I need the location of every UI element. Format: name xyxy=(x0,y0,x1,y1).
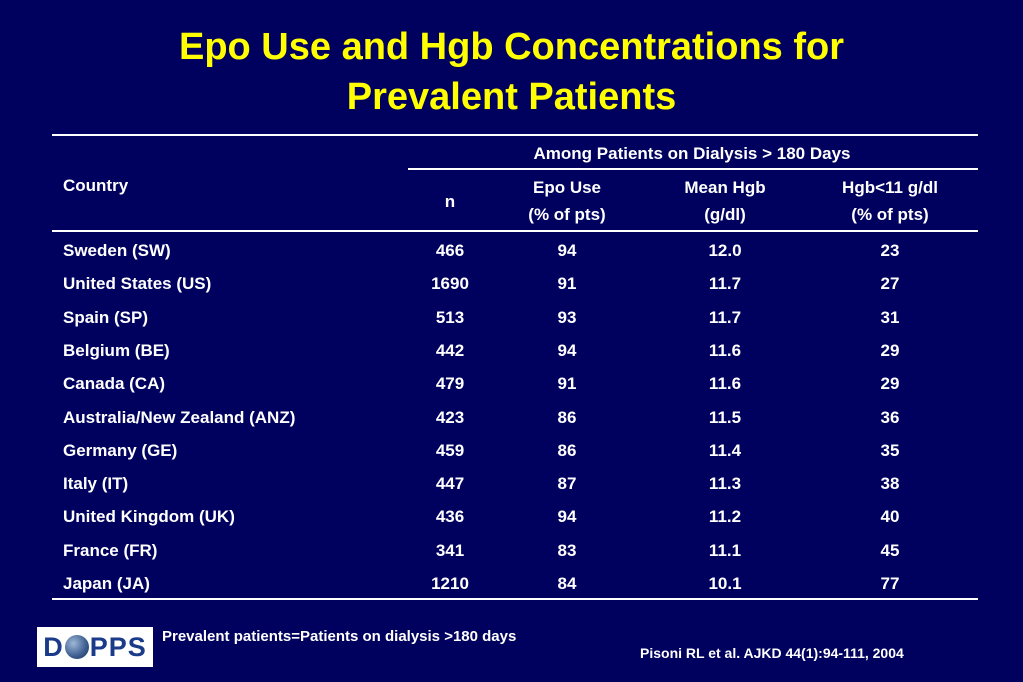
cell-hgb-below-11: 27 xyxy=(880,274,900,293)
cell-n: 442 xyxy=(435,341,465,360)
cell-hgb-below-11: 45 xyxy=(880,541,900,560)
title-line-1: Epo Use and Hgb Concentrations for xyxy=(178,26,845,68)
header-low-line1: Hgb<11 g/dl xyxy=(842,178,938,197)
cell-hgb-below-11: 29 xyxy=(880,374,900,393)
cell-country: Spain (SP) xyxy=(63,308,149,327)
cell-hgb-below-11: 35 xyxy=(880,441,900,460)
cell-epo-use: 94 xyxy=(557,241,577,260)
logo-text-right: PPS xyxy=(89,631,147,662)
globe-icon xyxy=(64,635,89,659)
header-n: n xyxy=(444,192,456,211)
cell-epo-use: 86 xyxy=(557,408,577,427)
cell-country: Canada (CA) xyxy=(63,374,166,393)
logo-text-left: D xyxy=(43,631,64,662)
cell-n: 479 xyxy=(435,374,465,393)
cell-n: 459 xyxy=(435,441,465,460)
cell-hgb-below-11: 31 xyxy=(880,308,900,327)
cell-mean-hgb: 11.6 xyxy=(708,341,742,360)
cell-country: France (FR) xyxy=(63,541,158,560)
cell-hgb-below-11: 23 xyxy=(880,241,900,260)
cell-country: Sweden (SW) xyxy=(63,241,171,260)
cell-epo-use: 93 xyxy=(557,308,577,327)
cell-epo-use: 94 xyxy=(557,507,577,526)
cell-n: 513 xyxy=(435,308,465,327)
header-epo-line2: (% of pts) xyxy=(528,205,606,224)
cell-mean-hgb: 11.4 xyxy=(708,441,742,460)
cell-mean-hgb: 11.2 xyxy=(708,507,742,526)
table-top-rule xyxy=(52,134,978,136)
dopps-logo: D PPS xyxy=(37,627,153,667)
cell-country: United Kingdom (UK) xyxy=(63,507,235,526)
cell-epo-use: 86 xyxy=(557,441,577,460)
cell-mean-hgb: 11.1 xyxy=(708,541,742,560)
cell-epo-use: 84 xyxy=(557,574,577,593)
cell-mean-hgb: 12.0 xyxy=(708,241,742,260)
cell-country: Belgium (BE) xyxy=(63,341,170,360)
cell-n: 436 xyxy=(435,507,465,526)
header-hgb-line1: Mean Hgb xyxy=(684,178,766,197)
cell-epo-use: 83 xyxy=(557,541,577,560)
cell-epo-use: 91 xyxy=(557,374,577,393)
cell-mean-hgb: 11.6 xyxy=(708,374,742,393)
cell-epo-use: 91 xyxy=(557,274,577,293)
group-header-rule xyxy=(408,168,978,170)
cell-country: United States (US) xyxy=(63,274,212,293)
cell-mean-hgb: 11.7 xyxy=(708,308,742,327)
cell-country: Italy (IT) xyxy=(63,474,129,493)
table-bottom-rule xyxy=(52,598,978,600)
cell-hgb-below-11: 29 xyxy=(880,341,900,360)
cell-country: Germany (GE) xyxy=(63,441,178,460)
header-hgb-line2: (g/dl) xyxy=(704,205,746,224)
header-low-line2: (% of pts) xyxy=(851,205,929,224)
cell-hgb-below-11: 36 xyxy=(880,408,900,427)
citation: Pisoni RL et al. AJKD 44(1):94-111, 2004 xyxy=(640,645,904,661)
cell-n: 341 xyxy=(435,541,465,560)
cell-n: 1690 xyxy=(431,274,469,293)
cell-epo-use: 94 xyxy=(557,341,577,360)
cell-hgb-below-11: 77 xyxy=(880,574,900,593)
header-epo-line1: Epo Use xyxy=(532,178,602,197)
header-group: Among Patients on Dialysis > 180 Days xyxy=(533,144,851,163)
cell-epo-use: 87 xyxy=(557,474,577,493)
header-bottom-rule xyxy=(52,230,978,232)
header-country: Country xyxy=(63,176,129,195)
cell-n: 466 xyxy=(435,241,465,260)
cell-n: 423 xyxy=(435,408,465,427)
cell-n: 447 xyxy=(435,474,465,493)
cell-mean-hgb: 11.7 xyxy=(708,274,742,293)
footnote: Prevalent patients=Patients on dialysis … xyxy=(162,628,517,645)
cell-hgb-below-11: 40 xyxy=(880,507,900,526)
cell-hgb-below-11: 38 xyxy=(880,474,900,493)
title-line-2: Prevalent Patients xyxy=(346,76,677,118)
cell-mean-hgb: 10.1 xyxy=(708,574,742,593)
cell-country: Australia/New Zealand (ANZ) xyxy=(63,408,296,427)
slide-title: Epo Use and Hgb Concentrations for Preva… xyxy=(0,22,1023,122)
cell-mean-hgb: 11.3 xyxy=(708,474,742,493)
cell-country: Japan (JA) xyxy=(63,574,150,593)
cell-mean-hgb: 11.5 xyxy=(708,408,742,427)
cell-n: 1210 xyxy=(431,574,469,593)
